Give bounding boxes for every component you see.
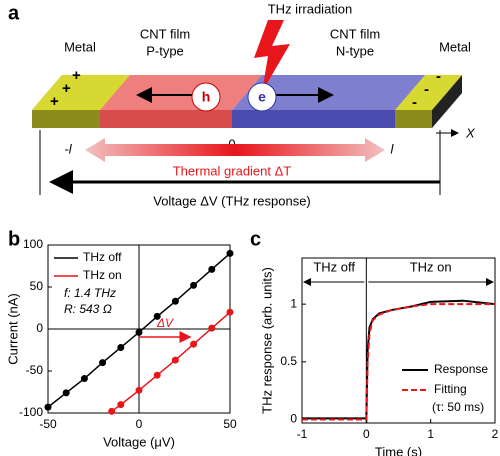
point bbox=[190, 340, 198, 348]
point bbox=[99, 359, 107, 367]
plot-frame bbox=[301, 257, 496, 424]
series-line bbox=[302, 303, 495, 421]
y-tick-label: 0 bbox=[290, 412, 297, 426]
n-film-front bbox=[232, 110, 432, 128]
legend-label: Fitting bbox=[434, 382, 467, 396]
electron bbox=[247, 82, 277, 112]
plus: + bbox=[50, 93, 59, 110]
x-tick-label: 50 bbox=[223, 417, 237, 431]
metal-left-front bbox=[32, 110, 100, 128]
point bbox=[208, 324, 216, 332]
point bbox=[44, 403, 52, 411]
y-tick-label: 1 bbox=[290, 296, 297, 310]
y-tick-label: -50 bbox=[26, 363, 44, 377]
label: THz irradiation bbox=[268, 1, 353, 16]
y-tick-label: 0.5 bbox=[280, 354, 297, 368]
panel-a: a Metal CNT film P-type THz irradiation … bbox=[8, 1, 476, 208]
legend-label: THz on bbox=[83, 268, 122, 282]
gradient-label: Thermal gradient ΔT bbox=[173, 163, 292, 178]
x-tick-label: 1 bbox=[427, 427, 434, 441]
note: R: 543 Ω bbox=[64, 302, 112, 316]
metal-right bbox=[395, 75, 462, 110]
label: CNT film bbox=[140, 26, 190, 41]
region-label: THz on bbox=[410, 259, 452, 274]
x-tick-label: 0 bbox=[363, 427, 370, 441]
label: N-type bbox=[336, 43, 374, 58]
legend-label: THz off bbox=[83, 250, 122, 264]
x-tick-label: 2 bbox=[492, 427, 499, 441]
point bbox=[153, 312, 161, 320]
point bbox=[117, 343, 125, 351]
x-tick-label: 0 bbox=[136, 417, 143, 431]
minus: - bbox=[412, 94, 417, 111]
hole bbox=[191, 82, 221, 112]
position: 0 bbox=[228, 136, 235, 151]
gradient-arrow bbox=[85, 138, 385, 162]
x-axis-label: Time (s) bbox=[375, 444, 422, 456]
y-tick-label: 50 bbox=[30, 279, 44, 293]
panel-label: a bbox=[8, 2, 20, 24]
electron-label: e bbox=[258, 89, 266, 105]
point bbox=[171, 356, 179, 364]
y-tick-label: -100 bbox=[19, 405, 43, 419]
y-tick-label: 100 bbox=[23, 237, 43, 251]
side-face bbox=[432, 75, 462, 128]
hole-label: h bbox=[202, 89, 211, 105]
plus: + bbox=[62, 80, 71, 97]
point bbox=[62, 389, 70, 397]
label: Metal bbox=[439, 39, 471, 54]
position: -l bbox=[64, 141, 72, 156]
fit-note: (τ: 50 ms) bbox=[432, 400, 484, 414]
x-tick-label: -1 bbox=[297, 427, 308, 441]
x-axis-label: Voltage (μV) bbox=[103, 434, 175, 449]
y-axis-label: Current (nA) bbox=[5, 293, 20, 365]
point bbox=[190, 281, 198, 289]
label: CNT film bbox=[330, 26, 380, 41]
point bbox=[135, 386, 143, 394]
point bbox=[208, 265, 216, 273]
minus: - bbox=[424, 81, 429, 98]
point bbox=[135, 328, 143, 336]
point bbox=[171, 297, 179, 305]
panel-label: b bbox=[8, 228, 20, 250]
region-label: THz off bbox=[313, 259, 355, 274]
point bbox=[117, 401, 125, 409]
metal-right-front bbox=[395, 110, 432, 128]
y-tick-label: 0 bbox=[36, 321, 43, 335]
x-tick-label: -50 bbox=[39, 417, 57, 431]
point bbox=[108, 407, 116, 415]
voltage-label: Voltage ΔV (THz response) bbox=[153, 193, 311, 208]
plus: + bbox=[72, 67, 81, 84]
panel-label: c bbox=[250, 228, 261, 250]
minus: - bbox=[436, 68, 441, 85]
point bbox=[80, 375, 88, 383]
lightning bbox=[254, 20, 290, 92]
note: f: 1.4 THz bbox=[64, 286, 116, 300]
metal-left bbox=[32, 75, 130, 110]
shift-label: ΔV bbox=[156, 316, 174, 330]
position: l bbox=[391, 141, 395, 156]
axis-label: X bbox=[465, 125, 476, 140]
point bbox=[226, 249, 234, 257]
label: Metal bbox=[64, 39, 96, 54]
legend-label: Response bbox=[434, 362, 488, 376]
series-line bbox=[111, 311, 231, 412]
y-axis-label: THz response (arb. units) bbox=[259, 267, 274, 414]
label: P-type bbox=[146, 43, 184, 58]
point bbox=[153, 371, 161, 379]
point bbox=[226, 308, 234, 316]
